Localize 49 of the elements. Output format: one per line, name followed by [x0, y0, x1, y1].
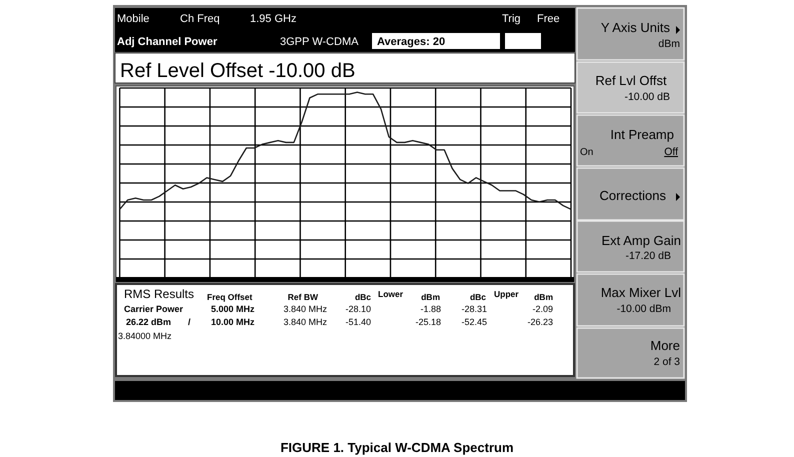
text: 5.000 MHz [211, 304, 256, 314]
text: dBm [534, 292, 554, 302]
text: Int Preamp [610, 127, 674, 142]
text: -2.09 [532, 304, 553, 314]
text: Ch Freq [180, 13, 220, 25]
text: Free [537, 13, 560, 25]
text: Ref Level Offset -10.00 dB [120, 60, 356, 82]
text: / [188, 317, 191, 327]
text: Corrections [600, 188, 666, 203]
text: -10.00 dB [624, 91, 670, 103]
text: On [580, 147, 594, 158]
text: Y Axis Units [600, 20, 670, 35]
text: 3.84000 MHz [118, 331, 172, 341]
text: 1.95 GHz [250, 13, 296, 25]
text: -28.10 [345, 304, 371, 314]
text: dBm [421, 292, 440, 302]
text: -26.23 [527, 317, 553, 327]
text: 3.840 MHz [283, 317, 328, 327]
text: dBm [658, 38, 680, 50]
text: 3GPP W-CDMA [280, 36, 360, 48]
text: More [650, 338, 680, 353]
text: -51.40 [345, 317, 371, 327]
text: Carrier Power [124, 304, 184, 314]
text: 2 of 3 [654, 356, 680, 368]
text: -10.00 dBm [616, 303, 672, 315]
text: Lower [378, 289, 404, 299]
text: 26.22 dBm [126, 317, 172, 327]
text: Upper [494, 289, 520, 299]
text: -25.18 [415, 317, 441, 327]
text: -28.31 [461, 304, 487, 314]
text: 10.00 MHz [211, 317, 256, 327]
text: dBc [470, 292, 486, 302]
text: Mobile [117, 13, 150, 25]
text: dBc [354, 292, 372, 302]
text: -1.88 [420, 304, 441, 314]
text: Ref Lvl Offst [595, 73, 668, 88]
text: Ext Amp Gain [602, 233, 681, 248]
text: Trig [502, 13, 521, 25]
text: 3.840 MHz [283, 304, 328, 314]
text: Off [664, 146, 678, 158]
text: -52.45 [461, 317, 487, 327]
text: Adj Channel Power [117, 36, 218, 48]
text: Ref BW [288, 292, 319, 302]
text: Max Mixer Lvl [600, 285, 682, 300]
text: RMS Results [124, 287, 194, 301]
text: -17.20 dB [625, 250, 671, 262]
text: Freq Offset [207, 292, 253, 302]
text: Averages: 20 [377, 36, 446, 48]
text: FIGURE 1. Typical W-CDMA Spectrum [280, 440, 514, 455]
